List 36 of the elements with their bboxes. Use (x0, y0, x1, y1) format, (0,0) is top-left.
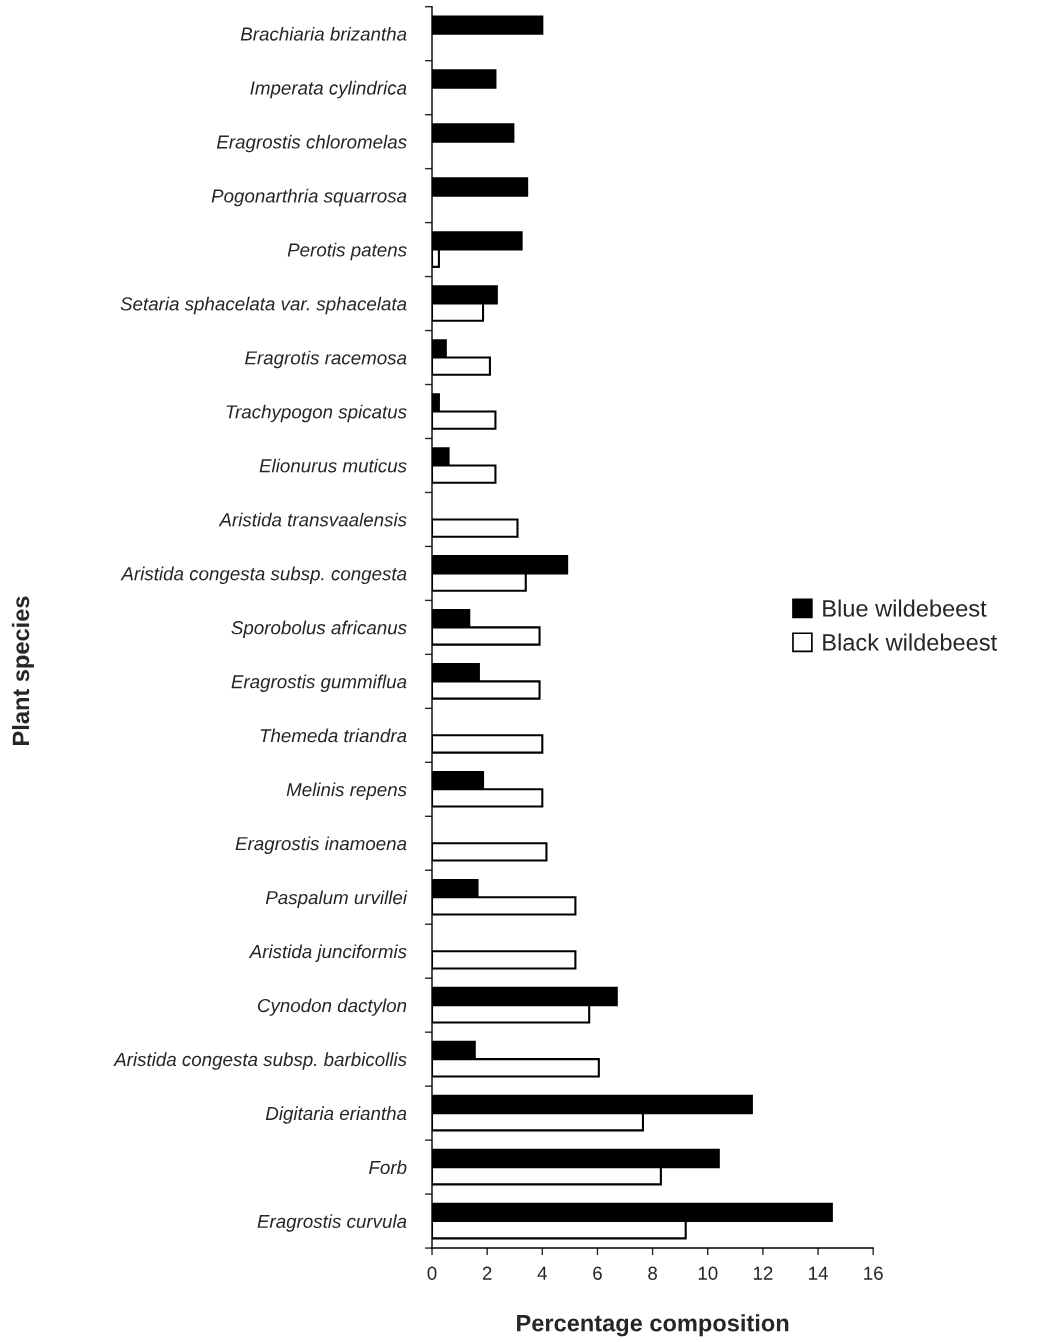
y-tick-label: Aristida congesta subsp. congesta (120, 566, 407, 585)
y-tick-label: Cynodon dactylon (257, 998, 407, 1016)
y-tick-label: Eragrostis gummiflua (231, 674, 407, 693)
y-tick-label: Imperata cylindrica (250, 80, 407, 99)
y-tick-label: Digitaria eriantha (265, 1106, 407, 1124)
x-tick-label: 16 (864, 1266, 883, 1280)
y-tick-label: Eragrostis curvula (257, 1214, 407, 1232)
x-tick-label: 12 (753, 1266, 773, 1280)
x-tick-label: 4 (537, 1266, 547, 1280)
y-tick-label: Eragrostis chloromelas (216, 134, 407, 153)
y-tick-label: Forb (369, 1160, 407, 1175)
y-tick-label: Eragrostis inamoena (235, 836, 407, 854)
y-tick-label: Paspalum urvillei (265, 890, 408, 908)
x-tick-label: 6 (593, 1266, 602, 1280)
y-tick-label: Aristida transvaalensis (218, 512, 407, 527)
y-tick-label: Eragrotis racemosa (245, 350, 407, 369)
x-tick-label: 10 (698, 1266, 718, 1280)
y-tick-label: Trachypogon spicatus (226, 404, 407, 423)
x-tick-label: 2 (482, 1266, 492, 1280)
y-tick-label: Perotis patens (287, 242, 407, 261)
y-tick-label: Setaria sphacelata var. sphacelata (120, 296, 407, 315)
y-tick-label: Brachiaria brizantha (240, 26, 407, 41)
y-tick-label: Aristida congesta subsp. barbicollis (113, 1052, 407, 1070)
x-tick-label: 0 (427, 1266, 437, 1280)
y-tick-label: Melinis repens (286, 782, 407, 800)
y-tick-label: Elionurus muticus (259, 458, 407, 473)
y-tick-label: Pogonarthria squarrosa (211, 188, 407, 207)
x-tick-label: 14 (809, 1266, 828, 1280)
y-tick-label: Sporobolus africanus (231, 620, 407, 639)
x-tick-label: 8 (648, 1266, 657, 1280)
y-tick-label: Aristida junciformis (248, 944, 407, 962)
x-axis-title: Percentage composition (517, 1314, 789, 1337)
legend-label: Black wildebeest (823, 633, 997, 651)
y-axis-title: Plant species (11, 596, 34, 745)
y-tick-label: Themeda triandra (260, 728, 407, 743)
legend-label: Blue wildebeest (823, 599, 987, 617)
